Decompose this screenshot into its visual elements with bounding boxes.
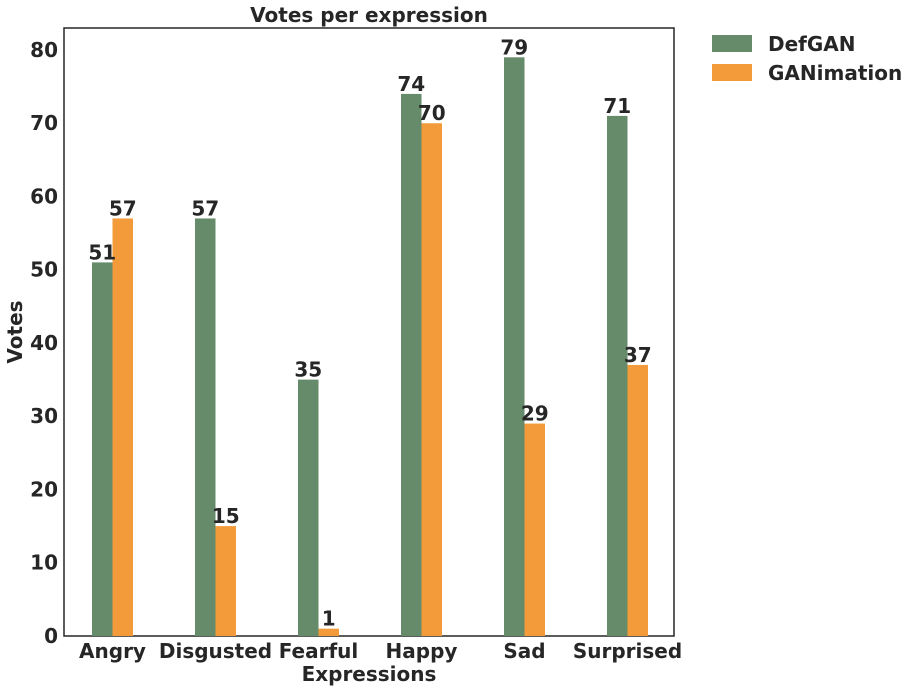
x-tick-label-happy: Happy bbox=[386, 639, 458, 663]
value-label-defgan-surprised: 71 bbox=[603, 94, 631, 118]
legend-label-defgan: DefGAN bbox=[768, 32, 856, 56]
y-axis-label: Votes bbox=[3, 300, 27, 363]
legend-label-ganimation: GANimation bbox=[768, 61, 902, 85]
y-tick-label-40: 40 bbox=[30, 331, 58, 355]
bar-ganimation-disgusted bbox=[215, 526, 236, 636]
bar-ganimation-sad bbox=[524, 423, 545, 636]
bar-defgan-surprised bbox=[607, 115, 628, 636]
value-label-ganimation-surprised: 37 bbox=[624, 343, 652, 367]
y-tick-label-30: 30 bbox=[30, 404, 58, 428]
bar-ganimation-surprised bbox=[627, 364, 648, 636]
legend-swatch-defgan bbox=[712, 35, 752, 52]
plot-frame bbox=[63, 27, 675, 637]
x-axis: Angry Disgusted Fearful Happy Sad Surprised bbox=[79, 639, 682, 663]
x-tick-label-sad: Sad bbox=[503, 639, 545, 663]
value-label-defgan-disgusted: 57 bbox=[191, 196, 219, 220]
legend-swatch-ganimation bbox=[712, 64, 752, 81]
y-tick-label-60: 60 bbox=[30, 184, 58, 208]
bar-ganimation-fearful bbox=[318, 628, 339, 636]
y-axis: 0 10 20 30 40 50 60 70 80 bbox=[30, 38, 58, 648]
x-tick-label-angry: Angry bbox=[79, 639, 146, 663]
bar-defgan-happy bbox=[401, 93, 422, 636]
y-tick-label-50: 50 bbox=[30, 258, 58, 282]
bar-defgan-disgusted bbox=[195, 218, 216, 636]
bar-ganimation-angry bbox=[112, 218, 133, 636]
x-tick-label-disgusted: Disgusted bbox=[159, 639, 272, 663]
x-tick-label-surprised: Surprised bbox=[573, 639, 682, 663]
value-labels-layer: 51 57 57 15 35 1 74 70 79 29 71 37 bbox=[88, 35, 651, 630]
value-label-ganimation-fearful: 1 bbox=[322, 607, 336, 631]
bar-defgan-angry bbox=[92, 262, 113, 636]
y-tick-label-70: 70 bbox=[30, 111, 58, 135]
y-tick-label-0: 0 bbox=[44, 624, 58, 648]
value-label-defgan-happy: 74 bbox=[397, 72, 425, 96]
value-label-defgan-angry: 51 bbox=[88, 240, 116, 264]
value-label-defgan-fearful: 35 bbox=[294, 358, 322, 382]
bar-ganimation-happy bbox=[421, 123, 442, 637]
x-tick-label-fearful: Fearful bbox=[279, 639, 359, 663]
chart-title: Votes per expression bbox=[250, 3, 488, 27]
value-label-ganimation-angry: 57 bbox=[109, 196, 137, 220]
value-label-ganimation-disgusted: 15 bbox=[212, 504, 240, 528]
x-axis-label: Expressions bbox=[302, 662, 437, 686]
value-label-defgan-sad: 79 bbox=[500, 35, 528, 59]
bars-layer bbox=[92, 57, 648, 637]
value-label-ganimation-sad: 29 bbox=[521, 402, 549, 426]
y-tick-label-10: 10 bbox=[30, 551, 58, 575]
value-label-ganimation-happy: 70 bbox=[418, 101, 446, 125]
y-tick-label-20: 20 bbox=[30, 477, 58, 501]
bar-defgan-fearful bbox=[298, 379, 319, 636]
bar-defgan-sad bbox=[504, 57, 525, 636]
y-tick-label-80: 80 bbox=[30, 38, 58, 62]
legend: DefGAN GANimation bbox=[712, 32, 902, 85]
